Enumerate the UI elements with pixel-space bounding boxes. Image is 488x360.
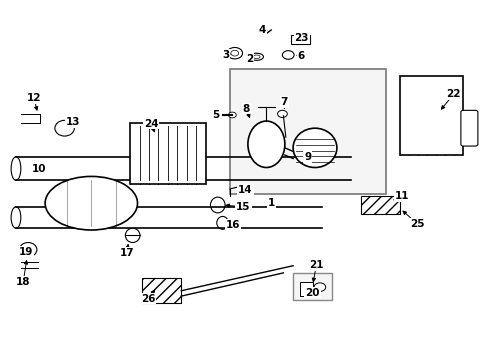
Text: 6: 6 [297,51,305,61]
Ellipse shape [253,55,260,59]
Text: 23: 23 [294,33,308,43]
Ellipse shape [249,53,263,60]
Bar [361,196,399,214]
Bar [130,123,205,184]
Text: 26: 26 [141,294,155,303]
Ellipse shape [20,243,37,257]
Text: 11: 11 [394,191,409,201]
Text: 9: 9 [304,152,311,162]
Text: 17: 17 [119,248,134,257]
Ellipse shape [277,111,287,117]
Ellipse shape [216,216,228,229]
Text: 2: 2 [245,54,252,64]
Bar [300,282,312,296]
Ellipse shape [282,51,293,59]
Bar [142,278,181,303]
Bar [399,76,462,155]
Text: 25: 25 [409,219,424,229]
Ellipse shape [230,50,238,56]
Ellipse shape [226,48,242,59]
Text: 8: 8 [243,104,249,113]
Text: 19: 19 [19,247,33,257]
Ellipse shape [125,228,140,243]
Text: 1: 1 [267,198,275,208]
Ellipse shape [292,128,336,167]
Text: 4: 4 [258,25,265,35]
Ellipse shape [11,157,21,180]
Ellipse shape [228,112,236,118]
Text: 14: 14 [238,185,252,195]
Ellipse shape [313,283,325,292]
Text: 15: 15 [236,202,250,212]
Text: 10: 10 [32,164,46,174]
Text: 22: 22 [446,89,460,99]
Bar [292,273,331,300]
Text: 24: 24 [143,118,158,129]
Ellipse shape [210,197,224,213]
Text: 21: 21 [308,260,323,270]
FancyBboxPatch shape [460,111,477,146]
Text: 3: 3 [222,50,229,60]
Text: 20: 20 [305,288,319,297]
Ellipse shape [346,157,356,180]
Text: 5: 5 [211,110,219,120]
Ellipse shape [45,176,137,230]
Ellipse shape [11,207,21,228]
Text: 16: 16 [225,220,240,230]
Text: 12: 12 [27,93,41,103]
Bar [290,35,309,44]
Text: 18: 18 [16,277,30,287]
Bar [229,69,385,194]
Text: 7: 7 [280,97,287,107]
Ellipse shape [247,121,285,167]
Text: 13: 13 [66,117,81,127]
Ellipse shape [55,120,74,136]
